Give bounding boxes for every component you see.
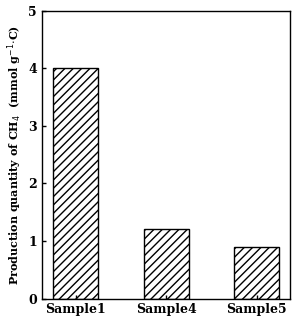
- Bar: [144, 230, 189, 298]
- Bar: [234, 247, 279, 298]
- Bar: [53, 68, 98, 298]
- Y-axis label: Production quantity of CH$_4$  (mmol g$^{-1}$$\cdot$C): Production quantity of CH$_4$ (mmol g$^{…: [6, 24, 24, 285]
